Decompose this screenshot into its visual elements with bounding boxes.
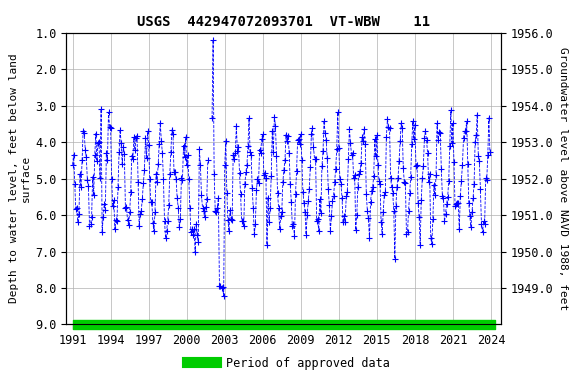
Y-axis label: Groundwater level above NAVD 1988, feet: Groundwater level above NAVD 1988, feet: [558, 47, 568, 310]
Title: USGS  442947072093701  VT-WBW    11: USGS 442947072093701 VT-WBW 11: [137, 15, 430, 29]
Legend: Period of approved data: Period of approved data: [182, 352, 394, 374]
Y-axis label: Depth to water level, feet below land
surface: Depth to water level, feet below land su…: [9, 54, 31, 303]
